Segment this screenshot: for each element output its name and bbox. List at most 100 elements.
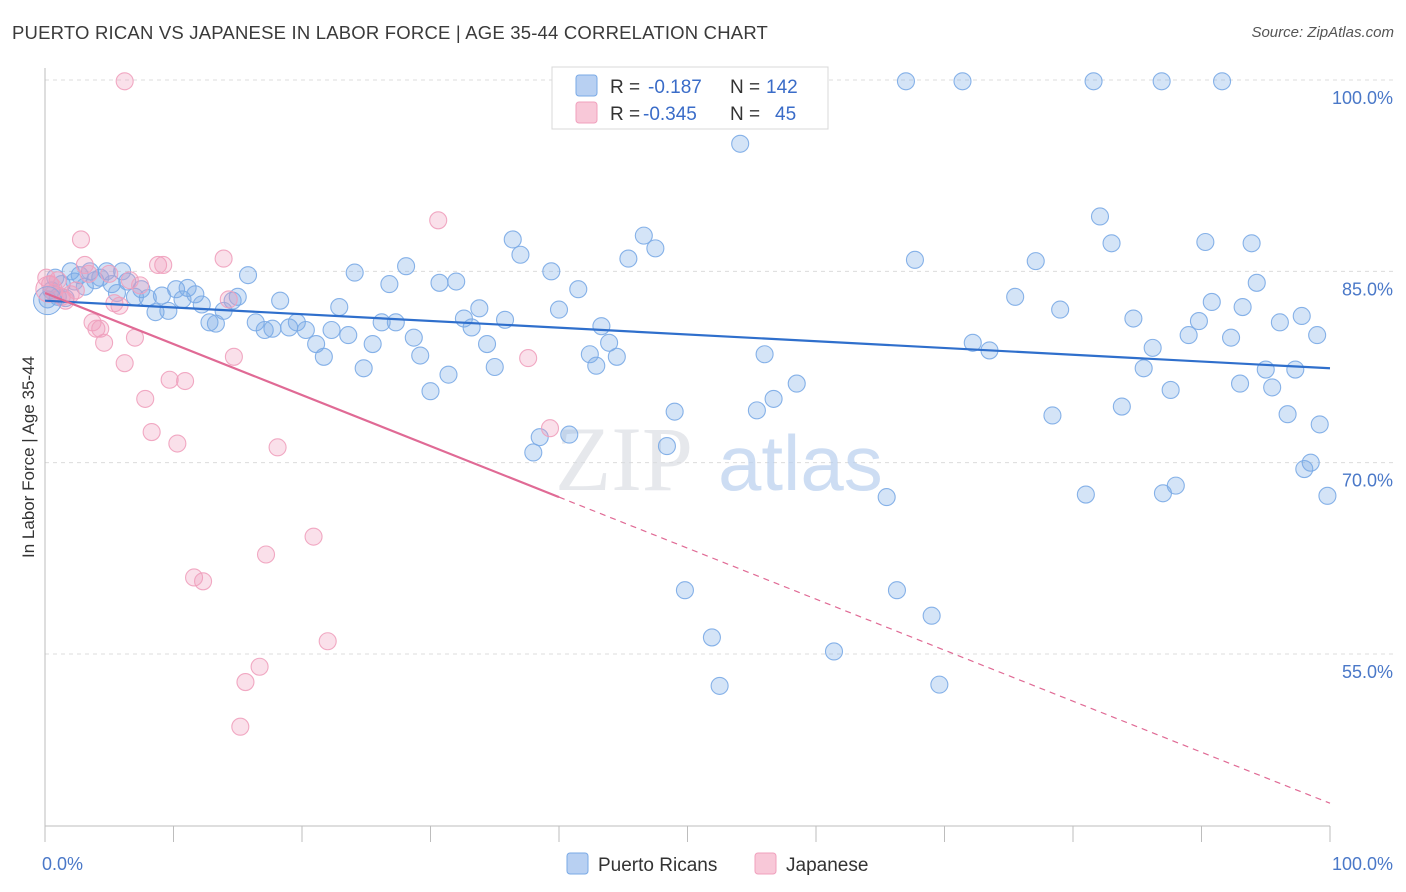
point-japanese-10 bbox=[79, 264, 98, 283]
point-japanese-41 bbox=[429, 211, 448, 230]
point-puerto-ricans-52 bbox=[386, 313, 405, 332]
bottom-legend: Puerto Ricans Japanese bbox=[566, 852, 868, 876]
point-puerto-ricans-105 bbox=[1043, 406, 1062, 425]
point-puerto-ricans-117 bbox=[1166, 476, 1185, 495]
point-japanese-34 bbox=[231, 717, 250, 736]
point-puerto-ricans-138 bbox=[1308, 326, 1327, 345]
x-tick-label-0: 0.0% bbox=[42, 854, 83, 874]
point-puerto-ricans-68 bbox=[524, 443, 543, 462]
legend-swatch-japanese bbox=[575, 101, 598, 124]
point-japanese-39 bbox=[304, 527, 323, 546]
point-puerto-ricans-47 bbox=[345, 263, 364, 282]
point-puerto-ricans-66 bbox=[503, 230, 522, 249]
point-puerto-ricans-119 bbox=[1189, 312, 1208, 331]
point-puerto-ricans-27 bbox=[186, 285, 205, 304]
point-puerto-ricans-77 bbox=[600, 333, 619, 352]
point-japanese-27 bbox=[168, 434, 187, 453]
point-puerto-ricans-125 bbox=[1242, 234, 1261, 253]
point-puerto-ricans-78 bbox=[607, 347, 626, 366]
point-puerto-ricans-36 bbox=[255, 320, 274, 340]
point-puerto-ricans-111 bbox=[1112, 397, 1131, 416]
point-puerto-ricans-80 bbox=[634, 226, 653, 245]
watermark-zip: ZIP bbox=[555, 408, 693, 510]
point-puerto-ricans-54 bbox=[404, 328, 423, 347]
point-japanese-31 bbox=[214, 249, 233, 268]
point-cluster-japanese bbox=[35, 275, 63, 303]
point-puerto-ricans-44 bbox=[322, 320, 341, 340]
point-puerto-ricans-37 bbox=[263, 319, 282, 338]
trend-line-japanese-extrapolated bbox=[558, 496, 1331, 804]
point-puerto-ricans-12 bbox=[91, 268, 110, 287]
point-puerto-ricans-137 bbox=[1233, 297, 1252, 317]
point-japanese-37 bbox=[256, 545, 276, 564]
point-puerto-ricans-100 bbox=[953, 72, 972, 91]
y-tick-label-3: 55.0% bbox=[1342, 662, 1393, 682]
point-japanese-44 bbox=[115, 72, 134, 91]
point-puerto-ricans-130 bbox=[1278, 405, 1297, 424]
point-puerto-ricans-21 bbox=[146, 303, 165, 322]
point-puerto-ricans-58 bbox=[439, 365, 458, 384]
point-puerto-ricans-120 bbox=[1196, 232, 1215, 252]
legend-n-label-2: N = bbox=[730, 104, 760, 125]
point-puerto-ricans-79 bbox=[619, 249, 638, 268]
point-puerto-ricans-82 bbox=[657, 437, 676, 456]
legend-swatch-puerto-ricans bbox=[575, 74, 598, 97]
legend-r-label-1: R = bbox=[610, 77, 640, 98]
axes bbox=[44, 68, 1331, 842]
point-puerto-ricans-92 bbox=[787, 374, 806, 393]
point-japanese-15 bbox=[100, 264, 119, 283]
point-puerto-ricans-112 bbox=[1124, 309, 1143, 328]
point-puerto-ricans-116 bbox=[1161, 380, 1180, 400]
y-tick-label-2: 70.0% bbox=[1342, 471, 1393, 491]
point-japanese-25 bbox=[154, 255, 173, 275]
point-puerto-ricans-89 bbox=[747, 401, 766, 420]
point-puerto-ricans-96 bbox=[896, 72, 916, 91]
point-puerto-ricans-48 bbox=[354, 359, 373, 378]
legend-n-value-2: 45 bbox=[775, 104, 796, 125]
point-puerto-ricans-41 bbox=[296, 320, 315, 340]
point-puerto-ricans-106 bbox=[1051, 300, 1070, 319]
point-puerto-ricans-124 bbox=[1231, 374, 1250, 393]
y-tick-label-0: 100.0% bbox=[1332, 88, 1393, 108]
point-japanese-21 bbox=[131, 276, 150, 295]
point-puerto-ricans-88 bbox=[731, 134, 750, 153]
y-tick-label-1: 85.0% bbox=[1342, 279, 1393, 299]
point-puerto-ricans-81 bbox=[646, 239, 665, 258]
legend-r-label-2: R = bbox=[610, 104, 640, 125]
point-puerto-ricans-129 bbox=[1270, 313, 1289, 332]
y-axis-label: In Labor Force | Age 35-44 bbox=[19, 356, 38, 558]
point-puerto-ricans-45 bbox=[330, 297, 349, 317]
point-puerto-ricans-113 bbox=[1134, 359, 1153, 378]
point-puerto-ricans-91 bbox=[764, 389, 783, 408]
point-japanese-42 bbox=[519, 349, 538, 368]
bottom-legend-label-puerto-ricans: Puerto Ricans bbox=[598, 855, 717, 876]
point-puerto-ricans-95 bbox=[887, 581, 907, 600]
x-tick-label-1: 100.0% bbox=[1332, 854, 1393, 874]
point-puerto-ricans-99 bbox=[930, 675, 949, 694]
point-puerto-ricans-110 bbox=[1102, 234, 1121, 253]
point-puerto-ricans-72 bbox=[560, 425, 579, 444]
point-puerto-ricans-56 bbox=[421, 382, 440, 401]
data-points bbox=[33, 72, 1337, 736]
point-puerto-ricans-34 bbox=[238, 266, 258, 285]
point-puerto-ricans-63 bbox=[477, 334, 497, 354]
point-puerto-ricans-104 bbox=[1026, 252, 1045, 271]
point-puerto-ricans-109 bbox=[1090, 207, 1110, 226]
point-puerto-ricans-23 bbox=[159, 301, 178, 320]
legend-box: R = -0.187 N = 142 R = -0.345 N = 45 bbox=[551, 66, 829, 130]
point-puerto-ricans-76 bbox=[592, 317, 611, 336]
point-japanese-29 bbox=[185, 568, 204, 587]
point-puerto-ricans-59 bbox=[447, 272, 466, 291]
point-puerto-ricans-108 bbox=[1084, 72, 1103, 91]
point-puerto-ricans-131 bbox=[1286, 360, 1305, 379]
point-puerto-ricans-29 bbox=[200, 313, 219, 332]
point-puerto-ricans-123 bbox=[1222, 328, 1241, 347]
trend-line-japanese bbox=[44, 291, 560, 499]
point-puerto-ricans-118 bbox=[1179, 326, 1198, 345]
point-puerto-ricans-126 bbox=[1247, 273, 1266, 292]
bottom-legend-swatch-japanese bbox=[754, 852, 777, 875]
bottom-legend-swatch-puerto-ricans bbox=[566, 852, 589, 875]
point-japanese-13 bbox=[91, 319, 110, 338]
trend-line-puerto-ricans bbox=[44, 299, 1331, 370]
point-japanese-8 bbox=[71, 230, 91, 249]
